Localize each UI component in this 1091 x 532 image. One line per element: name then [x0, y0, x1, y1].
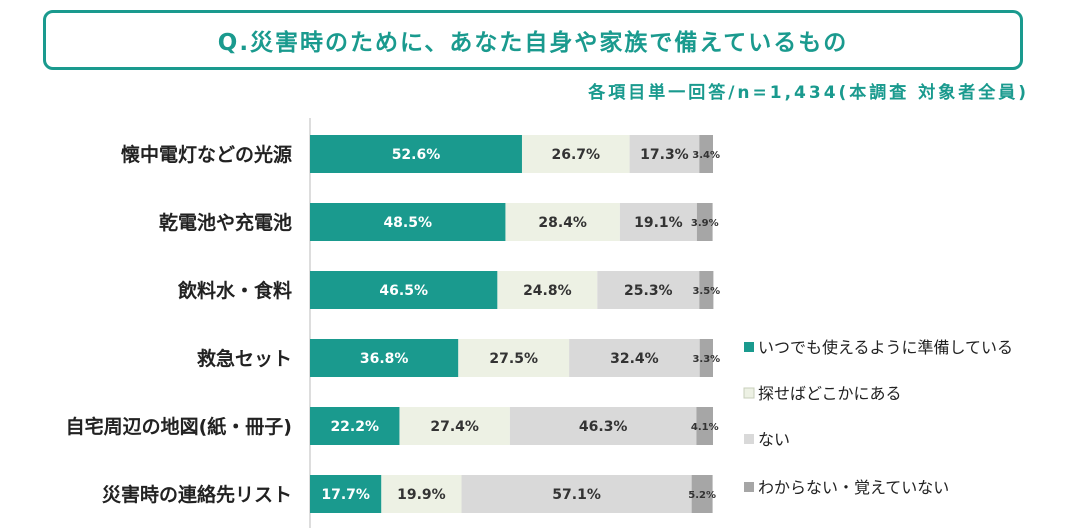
data-label: 28.4%	[538, 215, 587, 231]
chart-subtitle: 各項目単一回答/n=1,434(本調査 対象者全員)	[588, 83, 1029, 103]
data-label: 17.7%	[321, 487, 370, 503]
bar-segment	[619, 203, 697, 241]
legend-label: いつでも使えるように準備している	[758, 338, 1013, 357]
category-label: 災害時の連絡先リスト	[102, 483, 292, 506]
bar-segment	[497, 271, 598, 309]
legend-label: ない	[758, 430, 790, 449]
data-label: 5.2%	[688, 490, 716, 501]
bar-segment	[691, 475, 713, 513]
bar-segment	[399, 407, 510, 445]
bar-segment	[310, 271, 498, 309]
bar-segment	[699, 135, 713, 173]
bar-segment	[629, 135, 700, 173]
bar-segment	[569, 339, 700, 377]
data-label: 3.9%	[691, 218, 719, 229]
bar-segment	[310, 203, 506, 241]
data-label: 36.8%	[360, 351, 409, 367]
chart-title: Q.災害時のために、あなた自身や家族で備えているもの	[217, 30, 849, 56]
category-label: 飲料水・食料	[177, 279, 292, 302]
data-label: 32.4%	[610, 351, 659, 367]
data-label: 27.5%	[489, 351, 538, 367]
category-label: 自宅周辺の地図(紙・冊子)	[66, 415, 292, 438]
bar-segment	[699, 271, 714, 309]
bar-segment	[696, 203, 713, 241]
legend-label: 探せばどこかにある	[758, 384, 902, 403]
data-label: 57.1%	[552, 487, 601, 503]
bar-segment	[458, 339, 570, 377]
category-label: 乾電池や充電池	[159, 211, 292, 234]
data-label: 46.3%	[579, 419, 628, 435]
bar-segment	[521, 135, 630, 173]
bar-segment	[509, 407, 697, 445]
data-label: 46.5%	[379, 283, 428, 299]
bar-segment	[310, 339, 459, 377]
category-label: 懐中電灯などの光源	[121, 143, 292, 166]
bar-segment	[696, 407, 713, 445]
data-label: 17.3%	[640, 147, 689, 163]
data-label: 19.9%	[397, 487, 446, 503]
data-label: 52.6%	[392, 147, 441, 163]
data-label: 3.4%	[692, 150, 720, 161]
bar-segment	[381, 475, 462, 513]
data-label: 22.2%	[330, 419, 379, 435]
bar-segment	[505, 203, 620, 241]
bar-segment	[597, 271, 700, 309]
data-label: 3.3%	[692, 354, 720, 365]
data-label: 19.1%	[634, 215, 683, 231]
legend-swatch	[744, 342, 754, 352]
legend-swatch	[744, 434, 754, 444]
bar-segment	[310, 475, 382, 513]
bar-segment	[310, 407, 400, 445]
title-box: Q.災害時のために、あなた自身や家族で備えているもの	[43, 10, 1023, 70]
bar-segment	[310, 135, 522, 173]
data-label: 26.7%	[551, 147, 600, 163]
legend-swatch	[743, 387, 755, 399]
data-label: 24.8%	[523, 283, 572, 299]
legend-swatch	[744, 482, 754, 492]
data-label: 4.1%	[691, 422, 719, 433]
bar-segment	[699, 339, 713, 377]
data-label: 48.5%	[383, 215, 432, 231]
data-label: 3.5%	[692, 286, 720, 297]
bar-segment	[461, 475, 692, 513]
category-label: 救急セット	[197, 347, 292, 370]
data-label: 27.4%	[430, 419, 479, 435]
legend-label: わからない・覚えていない	[758, 478, 949, 497]
data-label: 25.3%	[624, 283, 673, 299]
